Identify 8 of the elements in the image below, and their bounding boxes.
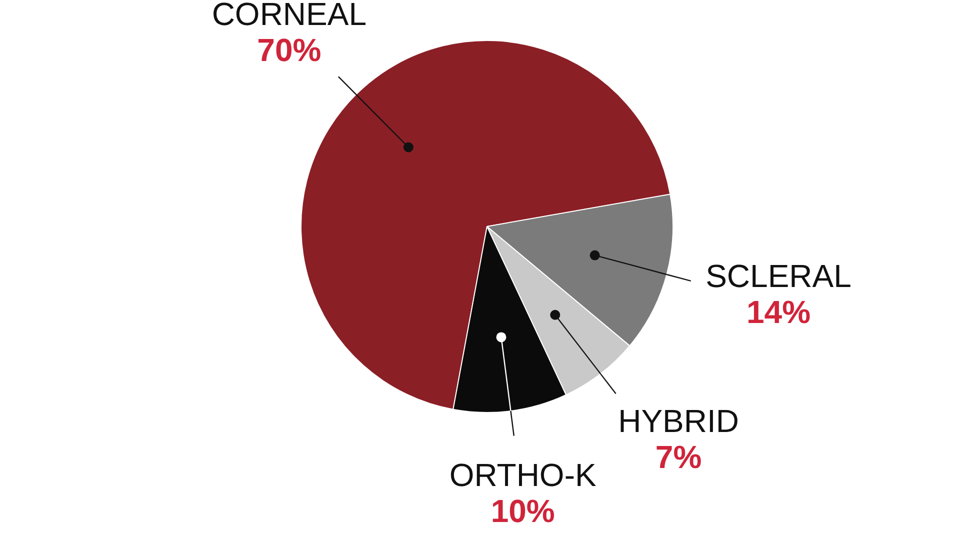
slice-label: SCLERAL (706, 258, 852, 294)
data-label: 14% (746, 294, 811, 330)
data-label: 10% (490, 493, 555, 530)
slice-label: ORTHO-K (449, 457, 596, 494)
slice-label: HYBRID (618, 402, 739, 439)
data-label: 7% (655, 438, 702, 475)
data-label: 70% (257, 32, 322, 68)
slice-label: CORNEAL (212, 0, 367, 32)
